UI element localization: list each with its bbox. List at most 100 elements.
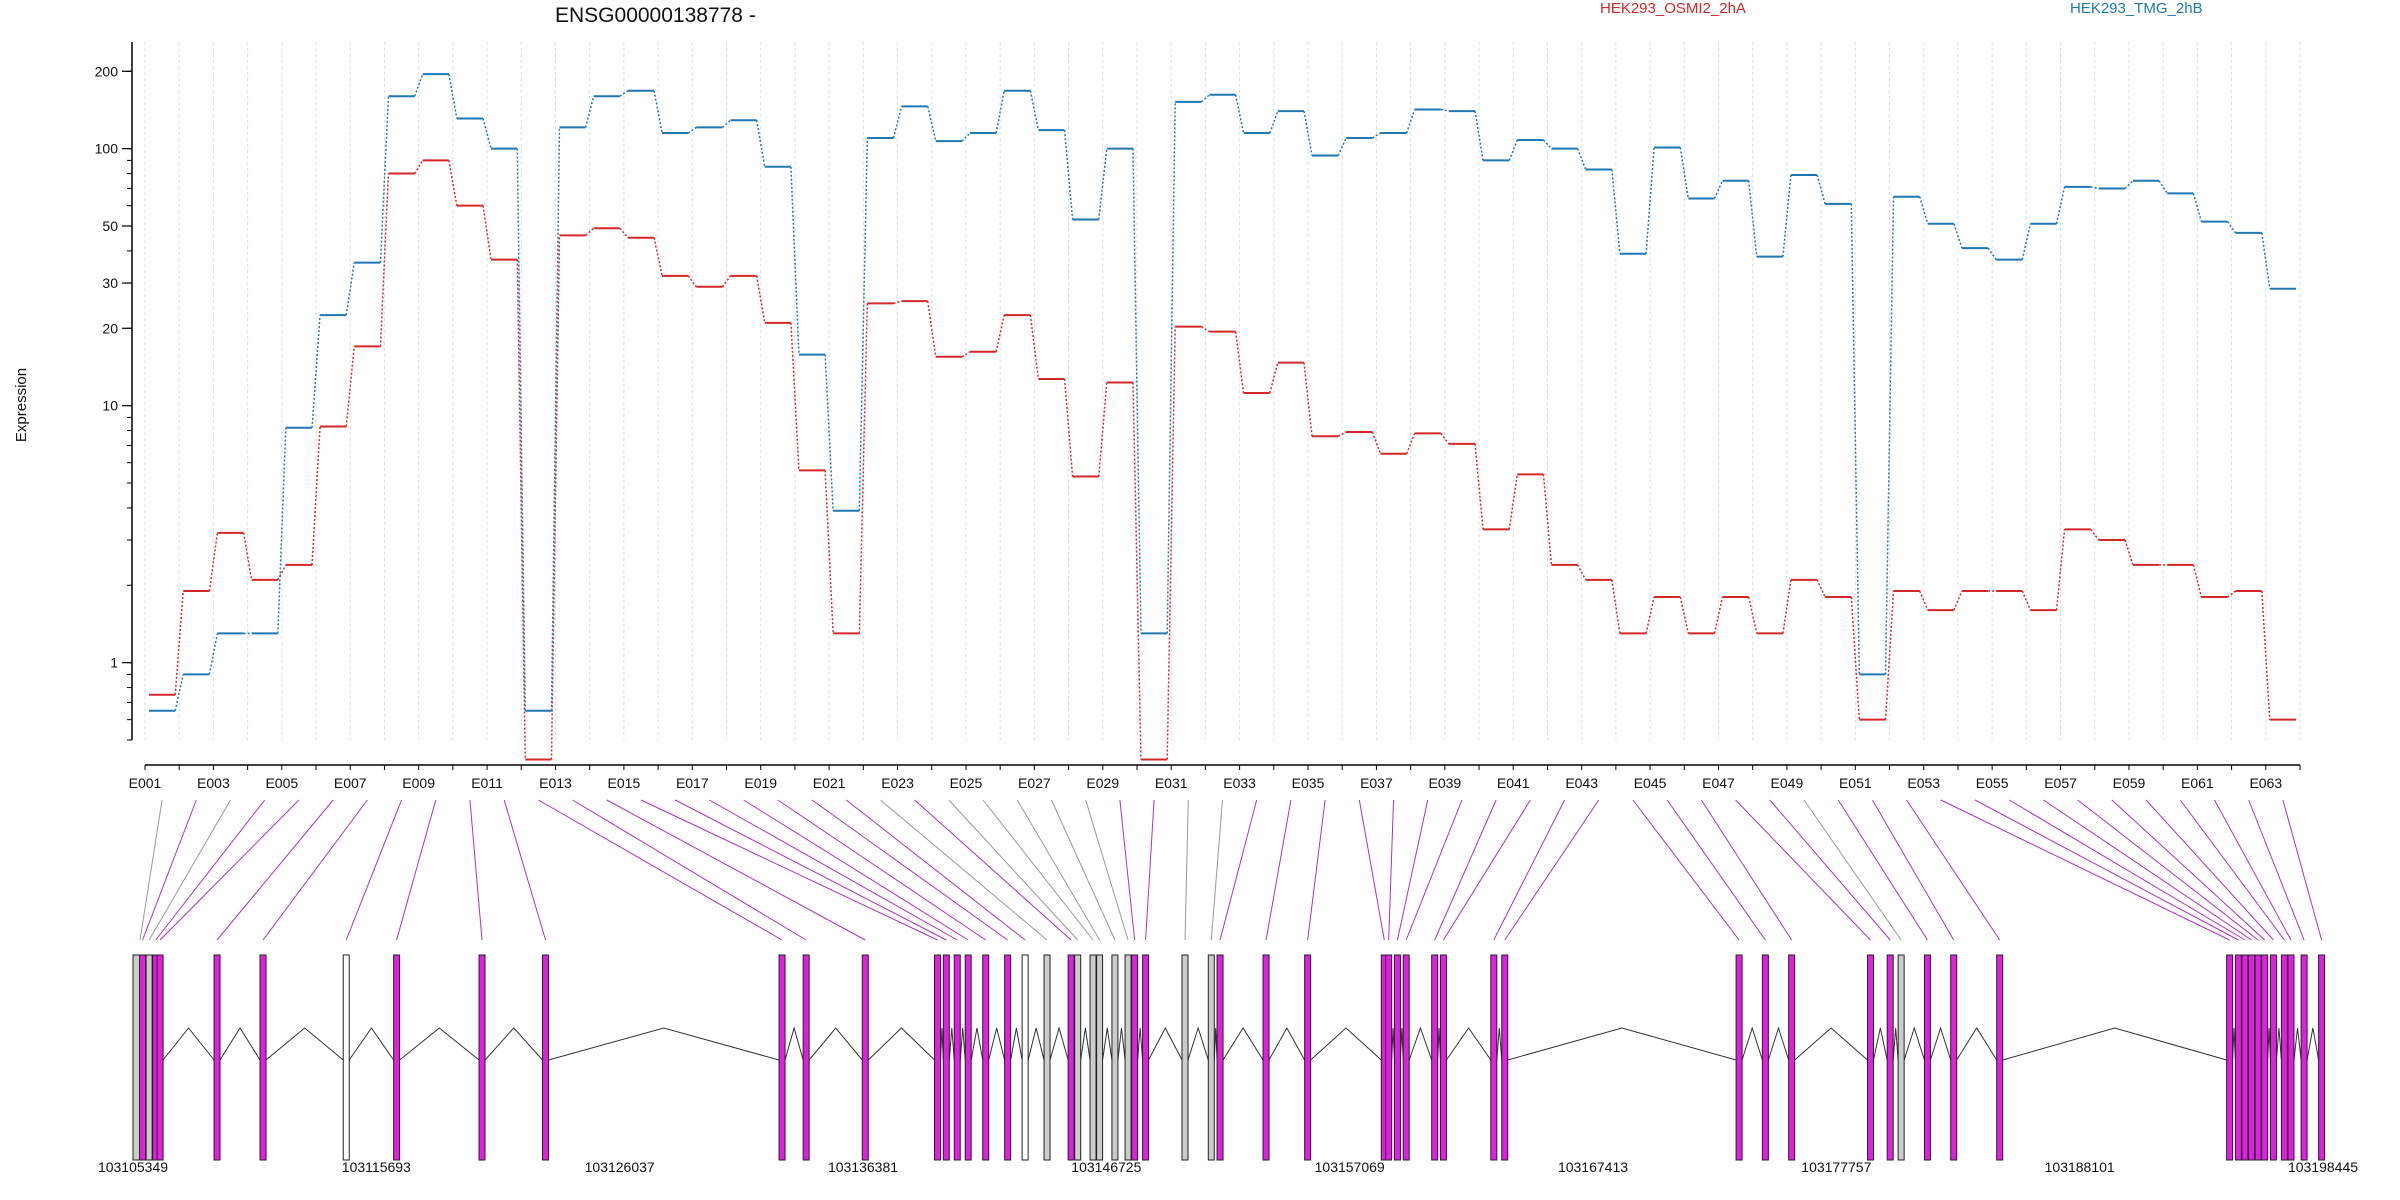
exon-block bbox=[2280, 954, 2288, 1161]
exon-connector bbox=[640, 799, 938, 941]
exon-connector bbox=[1405, 799, 1463, 941]
data-connector bbox=[1782, 174, 1792, 257]
x-tick-label: E019 bbox=[744, 775, 777, 791]
intron-line bbox=[399, 1027, 480, 1061]
y-tick-label: 100 bbox=[95, 141, 119, 157]
x-tick-label: E053 bbox=[1907, 775, 1940, 791]
exon-connector bbox=[2145, 799, 2274, 941]
intron-line bbox=[1794, 1027, 1868, 1061]
data-connector bbox=[1474, 110, 1484, 161]
x-tick-label: E017 bbox=[676, 775, 709, 791]
exon-block bbox=[213, 954, 221, 1161]
exon-block bbox=[1923, 954, 1931, 1161]
data-connector bbox=[1166, 326, 1176, 760]
exon-connector bbox=[1493, 799, 1566, 941]
x-tick-label: E021 bbox=[813, 775, 846, 791]
exon-connector bbox=[469, 799, 483, 941]
exon-block bbox=[2318, 954, 2326, 1161]
data-connector bbox=[961, 351, 971, 358]
data-connector bbox=[2124, 539, 2134, 566]
data-connector bbox=[1440, 108, 1449, 112]
exon-connector bbox=[777, 799, 986, 941]
data-connector bbox=[1029, 315, 1040, 380]
exon-connector bbox=[1396, 799, 1429, 941]
exon-connector bbox=[572, 799, 807, 941]
data-connector bbox=[1953, 223, 1963, 249]
intron-line bbox=[1310, 1027, 1382, 1061]
x-tick-label: E027 bbox=[1018, 775, 1051, 791]
gene-model bbox=[132, 954, 2326, 1161]
data-connector bbox=[1098, 148, 1108, 220]
exon-block bbox=[802, 954, 810, 1161]
exon-block bbox=[1393, 954, 1401, 1161]
data-connector bbox=[1063, 130, 1074, 220]
exon-connector bbox=[538, 799, 783, 941]
exon-connector bbox=[2077, 799, 2259, 941]
exon-connector bbox=[1184, 799, 1189, 941]
genomic-axis: 103105349 103115693 103126037 103136381 1031… bbox=[98, 1159, 2358, 1175]
data-connector bbox=[927, 301, 937, 357]
legend-series-2: HEK293_TMG_2hB bbox=[2070, 0, 2203, 17]
exon-block bbox=[1490, 954, 1498, 1161]
data-connector bbox=[927, 106, 937, 142]
data-connector bbox=[448, 73, 458, 119]
chart-title: ENSG00000138778 - bbox=[555, 4, 756, 27]
exon-connector bbox=[142, 799, 197, 941]
data-connector bbox=[1919, 196, 1929, 225]
intron-line bbox=[988, 1027, 1006, 1061]
exon-block bbox=[542, 954, 550, 1161]
data-connector bbox=[995, 90, 1005, 134]
genomic-coordinate-label: 103146725 bbox=[1071, 1159, 1141, 1175]
exon-connector bbox=[2248, 799, 2305, 941]
exon-connector bbox=[743, 799, 969, 941]
exon-block bbox=[1735, 954, 1743, 1161]
exon-block bbox=[1761, 954, 1769, 1161]
x-tick-label: E047 bbox=[1702, 775, 1735, 791]
x-tick-label: E061 bbox=[2181, 775, 2214, 791]
data-connector bbox=[550, 127, 561, 711]
data-connector bbox=[1611, 579, 1621, 634]
intron-line bbox=[1102, 1027, 1113, 1061]
exon-connector bbox=[1219, 799, 1258, 941]
intron-line bbox=[1741, 1026, 1763, 1061]
data-connector bbox=[1816, 579, 1826, 598]
x-tick-label: E037 bbox=[1360, 775, 1393, 791]
exon-connector bbox=[948, 799, 1079, 941]
exon-connector bbox=[1434, 799, 1497, 941]
data-connector bbox=[2227, 590, 2237, 598]
x-tick-label: E049 bbox=[1771, 775, 1804, 791]
exon-connector bbox=[914, 799, 1072, 941]
exon-block bbox=[1021, 954, 1029, 1161]
data-connector bbox=[516, 148, 527, 711]
data-connector bbox=[961, 132, 971, 142]
genomic-coordinate-label: 103167413 bbox=[1558, 1159, 1628, 1175]
exon-connector bbox=[345, 799, 403, 941]
data-connector bbox=[2124, 180, 2134, 189]
y-tick-label: 200 bbox=[95, 63, 119, 79]
x-tick-label: E043 bbox=[1565, 775, 1598, 791]
exon-connectors bbox=[139, 799, 2323, 941]
data-connector bbox=[1405, 109, 1416, 134]
exon-connector bbox=[1632, 799, 1740, 941]
genomic-coordinate-label: 103136381 bbox=[828, 1159, 898, 1175]
exon-block bbox=[1431, 954, 1439, 1161]
exon-connector bbox=[811, 799, 1008, 941]
genomic-coordinate-label: 103115693 bbox=[342, 1159, 411, 1175]
genomic-coordinate-label: 103126037 bbox=[585, 1159, 655, 1175]
intron-line bbox=[2306, 1027, 2320, 1061]
exon-block bbox=[1111, 954, 1119, 1161]
intron-line bbox=[162, 1027, 215, 1061]
data-connector bbox=[1200, 94, 1210, 103]
intron-line bbox=[1903, 1026, 1925, 1061]
exon-connector bbox=[1119, 799, 1136, 941]
axes: 1 10 20 30 50 100 200 E001 E003 E005 E007 E009 E011 E… bbox=[95, 42, 2301, 791]
y-tick-label: 50 bbox=[102, 218, 118, 234]
exon-connector bbox=[606, 799, 866, 941]
exon-connector bbox=[1210, 799, 1223, 941]
y-axis-label: Expression bbox=[13, 368, 30, 442]
y-tick-label: 30 bbox=[102, 275, 118, 291]
data-connector bbox=[1234, 94, 1245, 134]
data-connector bbox=[174, 590, 184, 695]
exon-block bbox=[259, 954, 267, 1161]
exon-block bbox=[2226, 954, 2234, 1161]
